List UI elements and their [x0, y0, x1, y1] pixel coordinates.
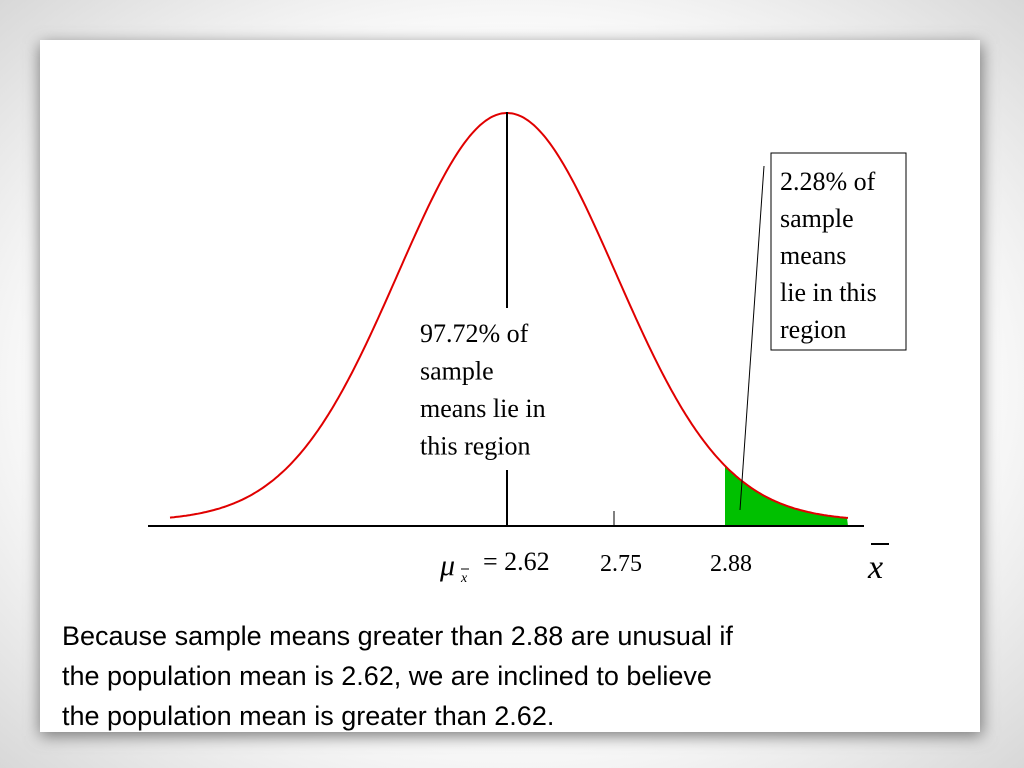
- text-line: means lie in: [420, 394, 546, 423]
- text-line: Because sample means greater than 2.88 a…: [62, 621, 733, 651]
- mean-symbol: μ: [439, 549, 455, 582]
- mean-subscript: x: [460, 571, 468, 586]
- axis-variable: x: [867, 549, 883, 586]
- text-line: the population mean is 2.62, we are incl…: [62, 661, 712, 691]
- normal-curve: [169, 112, 849, 519]
- middle-note: 97.72% of sample means lie in this region: [420, 319, 546, 461]
- text-line: lie in this: [780, 278, 877, 307]
- text-line: the population mean is greater than 2.62…: [62, 701, 554, 731]
- tail-note-box: [770, 152, 907, 351]
- text-line: means: [780, 241, 846, 270]
- text-line: region: [780, 315, 846, 344]
- mean-value: = 2.62: [483, 547, 550, 576]
- axis-label: 2.75: [600, 551, 642, 577]
- text-line: sample: [780, 204, 854, 233]
- tail-note: 2.28% of sample means lie in this region: [780, 167, 877, 344]
- tail-area: [725, 465, 848, 526]
- text-line: 97.72% of: [420, 319, 529, 348]
- caption: Because sample means greater than 2.88 a…: [62, 621, 733, 731]
- leader-line: [739, 165, 765, 511]
- axis-label: 2.88: [710, 551, 752, 577]
- text-line: 2.28% of: [780, 167, 876, 196]
- text-line: this region: [420, 432, 531, 461]
- text-line: sample: [420, 357, 494, 386]
